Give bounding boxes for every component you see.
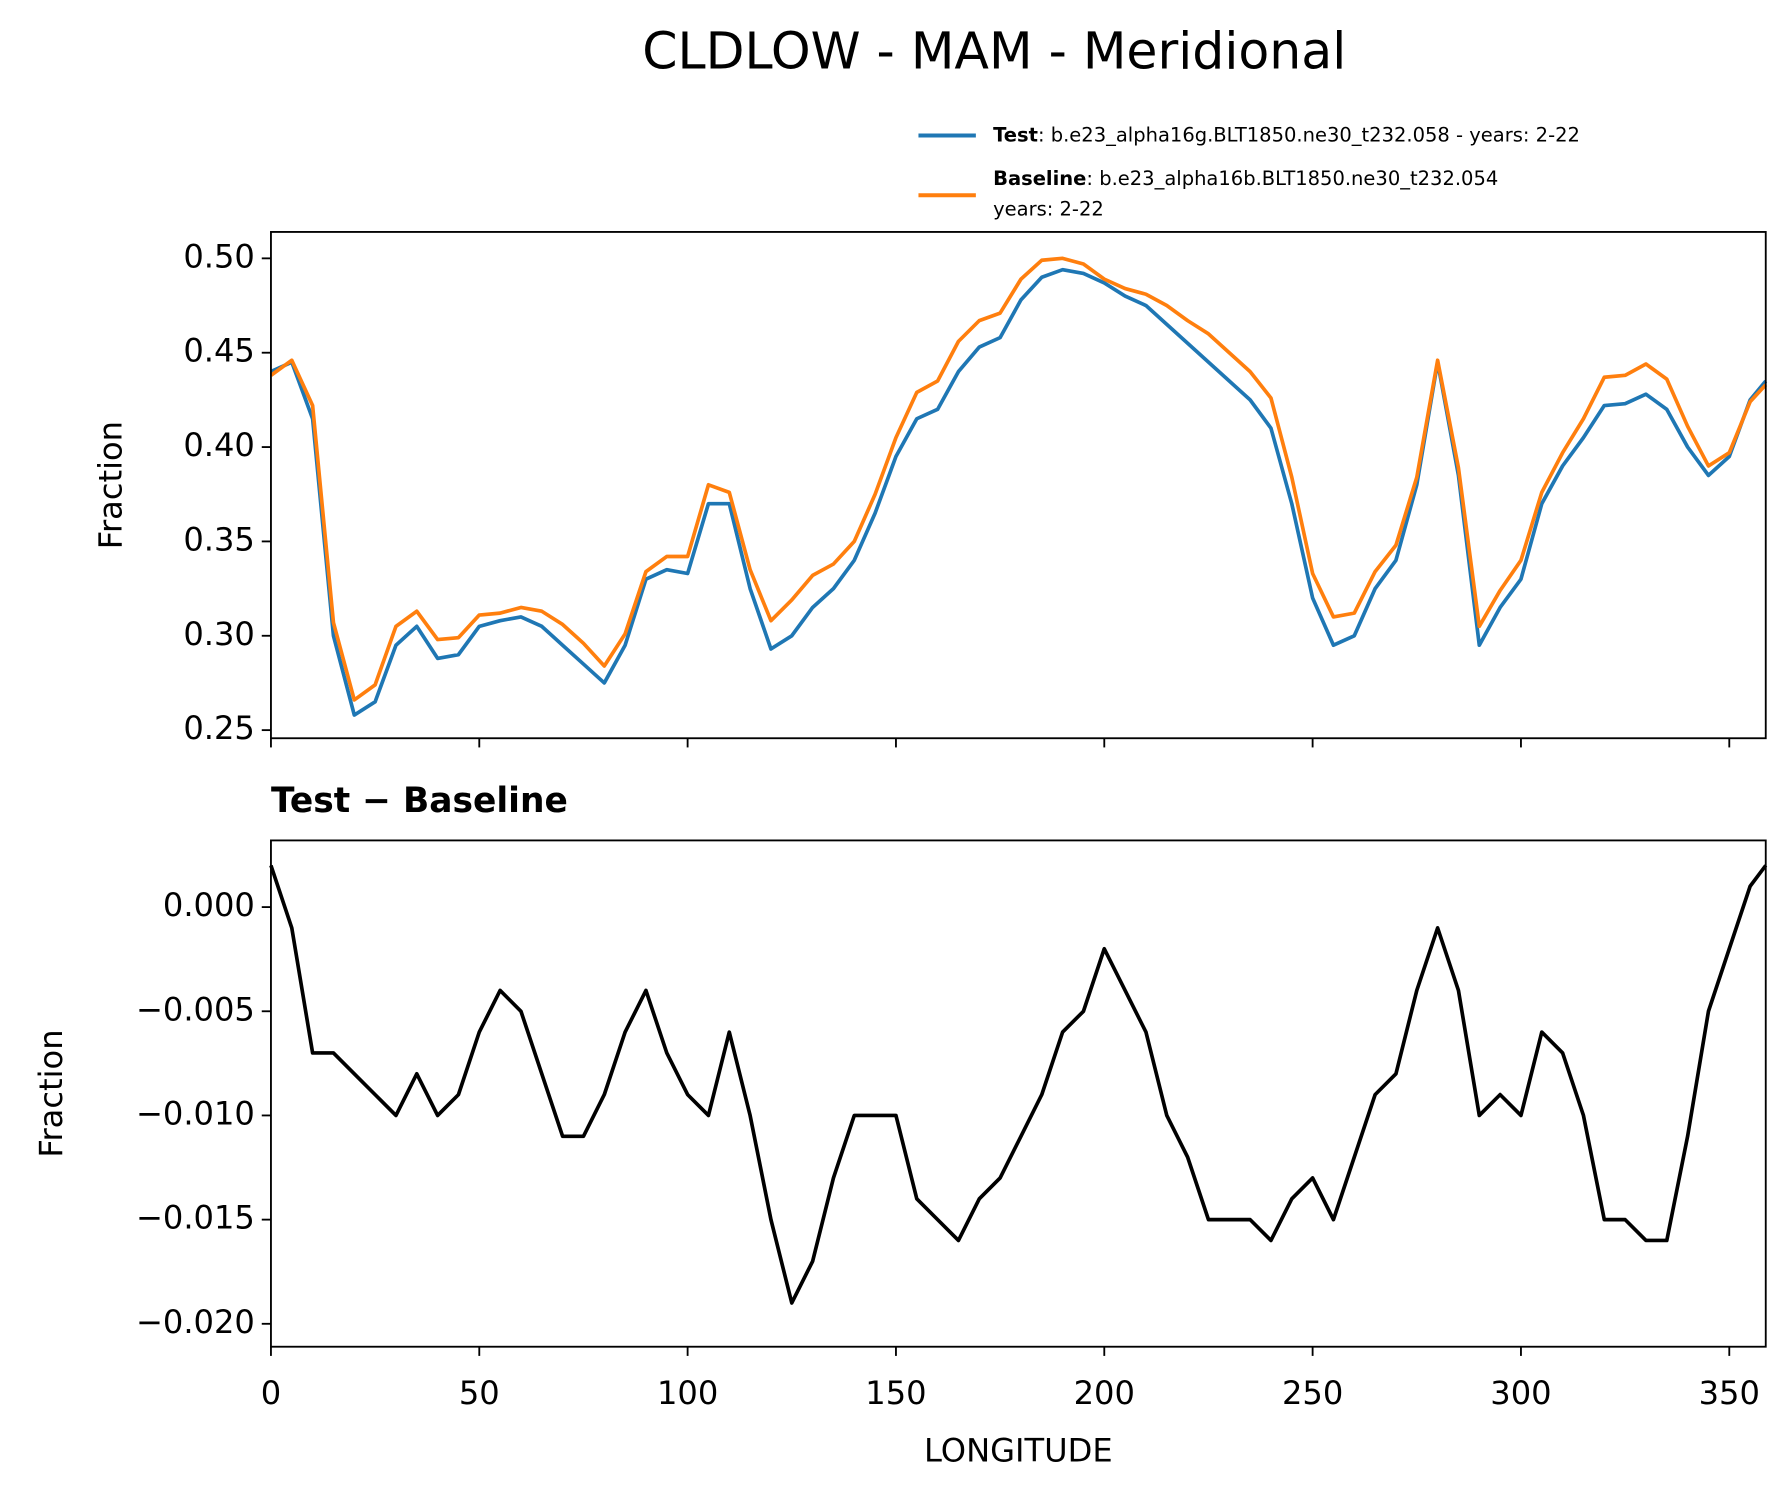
x-tick-label: 0 bbox=[261, 1374, 281, 1412]
legend-name: Baseline bbox=[993, 167, 1086, 190]
legend-text: : b.e23_alpha16b.BLT1850.ne30_t232.054 bbox=[1086, 167, 1498, 190]
y-tick-label: 0.35 bbox=[183, 520, 255, 558]
legend-text: : b.e23_alpha16g.BLT1850.ne30_t232.058 -… bbox=[1038, 123, 1580, 146]
x-tick-label: 200 bbox=[1074, 1374, 1135, 1412]
y-tick-label: −0.020 bbox=[136, 1303, 255, 1341]
y-axis-label: Fraction bbox=[92, 421, 130, 549]
y-tick-label: 0.50 bbox=[183, 237, 255, 275]
y-axis-label: Fraction bbox=[32, 1029, 70, 1157]
legend-text: years: 2-22 bbox=[993, 198, 1104, 221]
subplot-title: Test − Baseline bbox=[271, 781, 568, 821]
x-tick-label: 150 bbox=[865, 1374, 926, 1412]
y-tick-label: −0.010 bbox=[136, 1094, 255, 1132]
y-tick-label: 0.40 bbox=[183, 426, 255, 464]
y-tick-label: 0.000 bbox=[163, 886, 255, 924]
x-axis-label: LONGITUDE bbox=[924, 1431, 1113, 1469]
x-tick-label: 50 bbox=[459, 1374, 500, 1412]
y-tick-label: 0.30 bbox=[183, 615, 255, 653]
x-tick-label: 300 bbox=[1490, 1374, 1551, 1412]
legend-label: Test: b.e23_alpha16g.BLT1850.ne30_t232.0… bbox=[993, 123, 1580, 146]
data-line bbox=[270, 267, 1768, 717]
legend-label: Baseline: b.e23_alpha16b.BLT1850.ne30_t2… bbox=[993, 167, 1498, 190]
x-tick-label: 100 bbox=[657, 1374, 718, 1412]
y-tick-label: −0.005 bbox=[136, 990, 255, 1028]
legend-name: Test bbox=[993, 123, 1038, 146]
axes-frame bbox=[270, 231, 1767, 740]
y-tick-label: −0.015 bbox=[136, 1199, 255, 1237]
x-tick-label: 250 bbox=[1282, 1374, 1343, 1412]
y-tick-label: 0.25 bbox=[183, 709, 255, 747]
data-line bbox=[269, 864, 1768, 1305]
x-tick-label: 350 bbox=[1699, 1374, 1760, 1412]
data-line bbox=[269, 256, 1768, 702]
axes-frame bbox=[270, 839, 1767, 1348]
y-tick-label: 0.45 bbox=[183, 332, 255, 370]
figure-title: CLDLOW - MAM - Meridional bbox=[642, 22, 1346, 81]
